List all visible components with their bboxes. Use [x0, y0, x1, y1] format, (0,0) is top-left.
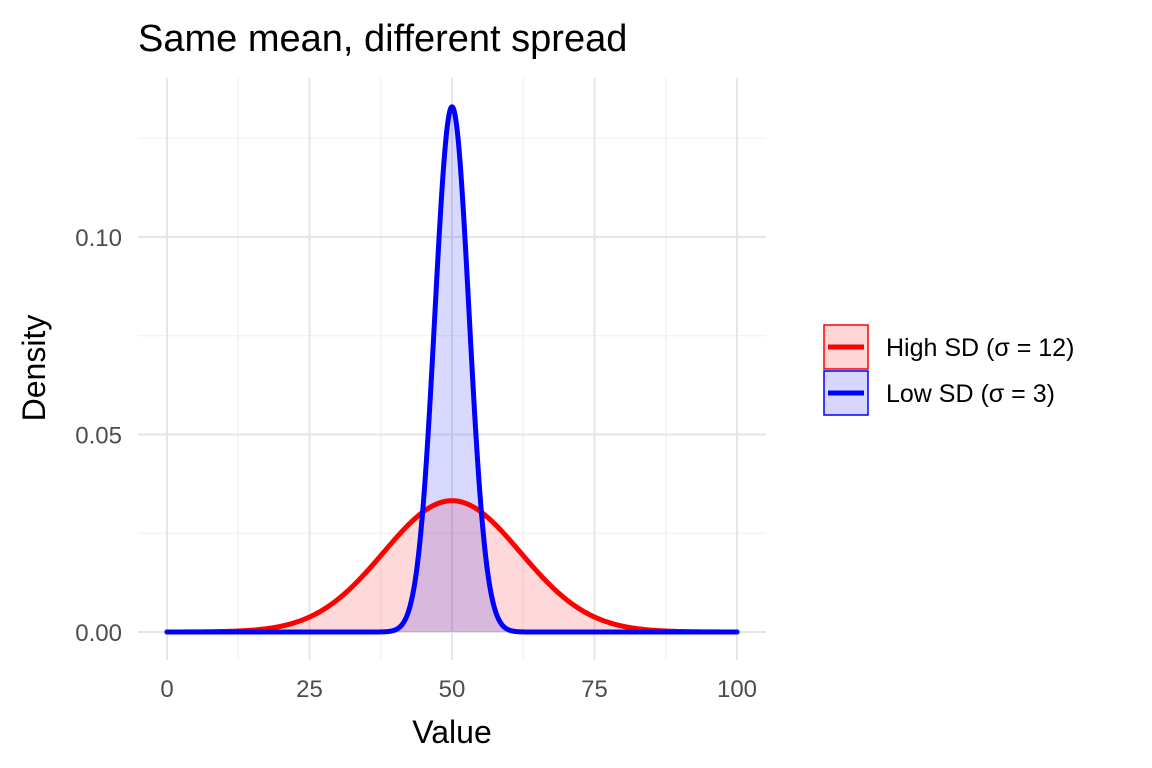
legend-item-low-sd: Low SD (σ = 3) [823, 370, 1055, 416]
legend-label-low-sd: Low SD (σ = 3) [886, 380, 1055, 408]
density-areas [167, 106, 737, 633]
density-line-low-sd [164, 104, 740, 635]
x-tick-label: 50 [439, 676, 466, 703]
density-area-high-sd [167, 500, 737, 632]
x-tick-label: 100 [717, 676, 757, 703]
y-tick-label: 0.00 [75, 620, 122, 647]
x-tick-label: 25 [296, 676, 323, 703]
legend-label-high-sd: High SD (σ = 12) [886, 334, 1074, 362]
x-tick-label: 75 [581, 676, 608, 703]
legend: High SD (σ = 12) Low SD (σ = 3) [823, 324, 1074, 416]
y-tick-label: 0.05 [75, 423, 122, 450]
chart-title: Same mean, different spread [138, 18, 627, 60]
y-axis-title: Density [16, 315, 52, 422]
x-axis-ticks: 0 25 50 75 100 [160, 676, 757, 703]
y-tick-label: 0.10 [75, 225, 122, 252]
density-lines [164, 104, 740, 635]
y-axis-ticks: 0.00 0.05 0.10 [75, 225, 122, 647]
x-tick-label: 0 [160, 676, 173, 703]
x-axis-title: Value [412, 714, 491, 750]
legend-item-high-sd: High SD (σ = 12) [823, 324, 1074, 370]
plot-area [138, 78, 766, 660]
density-area-low-sd [167, 106, 737, 633]
density-line-high-sd [164, 498, 740, 635]
